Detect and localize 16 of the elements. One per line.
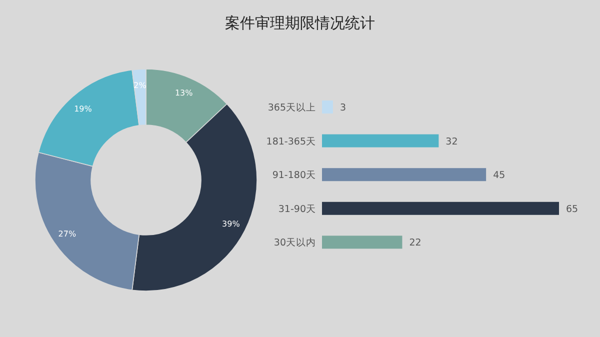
y-tick-label: 91-180天	[272, 170, 316, 182]
y-tick-label: 365天以上	[268, 102, 316, 114]
data-label: 27%	[58, 230, 76, 239]
text: 案件审理期限情况统计	[225, 14, 375, 32]
y-tick-label: 181-365天	[266, 136, 316, 148]
data-label: 3	[340, 102, 346, 114]
y-tick-label: 31-90天	[278, 204, 316, 215]
data-label: 45	[493, 170, 506, 182]
data-label: 65	[566, 204, 578, 215]
data-label: 2%	[134, 80, 147, 90]
data-label: 22	[409, 238, 422, 249]
data-label: 39%	[222, 219, 240, 228]
y-tick-label: 30天以内	[274, 236, 316, 249]
data-label: 13%	[174, 88, 194, 98]
data-label: 32	[446, 136, 458, 148]
data-label: 19%	[74, 104, 92, 114]
